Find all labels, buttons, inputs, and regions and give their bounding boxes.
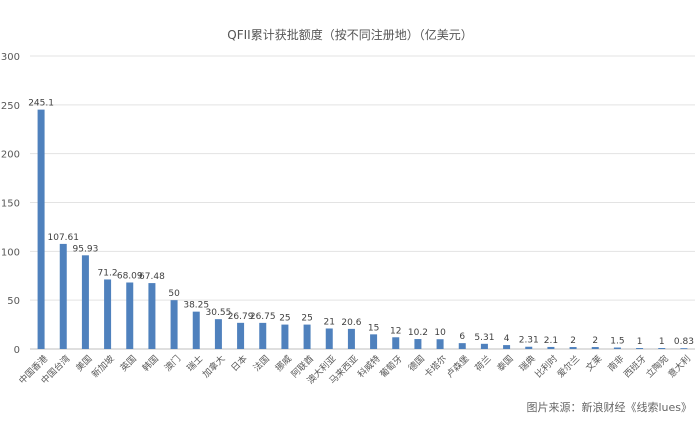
bar <box>547 346 555 349</box>
data-label: 107.61 <box>48 233 80 243</box>
bar <box>503 345 511 349</box>
bar <box>214 319 222 349</box>
category-label: 挪威 <box>273 353 294 374</box>
data-label: 26.75 <box>250 312 276 322</box>
category-label: 日本 <box>228 353 249 374</box>
data-label: 6 <box>459 332 465 342</box>
category-label: 比利时 <box>532 353 560 381</box>
y-tick-label: 200 <box>1 150 20 161</box>
bar <box>636 348 644 349</box>
category-label: 瑞士 <box>184 353 205 374</box>
bar <box>347 328 355 349</box>
bar <box>658 348 666 349</box>
data-label: 21 <box>324 317 335 327</box>
data-label: 50 <box>168 289 180 299</box>
data-label: 71.2 <box>98 268 118 278</box>
category-label: 德国 <box>406 353 427 374</box>
image-source-caption: 图片来源：新浪财经《线索lues》 <box>526 401 692 414</box>
data-label: 10 <box>434 328 446 338</box>
bar <box>281 324 289 349</box>
data-label: 2 <box>592 336 598 346</box>
data-label: 25 <box>301 314 312 324</box>
category-label: 卢森堡 <box>444 353 472 381</box>
bar <box>37 109 45 349</box>
data-label: 2 <box>570 336 576 346</box>
data-label: 20.6 <box>341 318 361 328</box>
category-label: 澳门 <box>162 353 183 374</box>
bar <box>126 282 134 349</box>
bar <box>436 339 444 349</box>
category-label: 美国 <box>73 353 94 374</box>
bar <box>259 322 267 349</box>
category-label: 法国 <box>251 353 272 374</box>
y-tick-label: 150 <box>1 199 20 210</box>
category-label: 加拿大 <box>200 353 228 381</box>
bar <box>480 343 488 349</box>
category-label: 泰国 <box>494 353 515 374</box>
bar <box>414 339 422 349</box>
category-label: 卡塔尔 <box>422 353 450 381</box>
category-label: 立陶宛 <box>643 353 671 381</box>
category-label: 英国 <box>118 353 139 374</box>
bar <box>458 343 466 349</box>
data-label: 95.93 <box>73 244 99 254</box>
y-tick-label: 0 <box>14 345 20 356</box>
bar <box>370 334 378 349</box>
data-label: 30.55 <box>206 308 232 318</box>
bar <box>81 255 89 349</box>
bar <box>59 243 67 349</box>
category-label: 韩国 <box>140 353 161 374</box>
bar <box>591 347 599 349</box>
data-label: 25 <box>279 314 290 324</box>
category-label: 瑞典 <box>517 353 538 374</box>
bar <box>104 279 112 349</box>
bar <box>613 347 621 349</box>
y-tick-label: 300 <box>1 52 20 63</box>
category-label: 荷兰 <box>472 353 493 374</box>
y-tick-label: 100 <box>1 247 20 258</box>
data-label: 26.79 <box>228 312 254 322</box>
data-label: 38.25 <box>183 301 209 311</box>
bar <box>303 324 311 349</box>
data-label: 15 <box>368 323 379 333</box>
bar <box>192 311 200 349</box>
y-tick-label: 50 <box>7 296 20 307</box>
data-label: 0.83 <box>674 337 694 347</box>
category-label: 意大利 <box>665 353 693 381</box>
data-label: 2.31 <box>519 336 539 346</box>
category-label: 新加坡 <box>89 353 117 381</box>
data-label: 1 <box>659 337 665 347</box>
data-label: 245.1 <box>28 99 54 109</box>
data-label: 10.2 <box>408 328 428 338</box>
data-label: 1.5 <box>610 337 624 347</box>
data-label: 5.31 <box>474 333 494 343</box>
bar <box>525 346 533 349</box>
data-label: 1 <box>637 337 643 347</box>
data-label: 12 <box>390 326 401 336</box>
category-label: 西班牙 <box>621 353 649 381</box>
category-label: 科威特 <box>355 353 383 381</box>
bar <box>325 328 333 349</box>
bar <box>392 337 400 349</box>
bar <box>170 300 178 349</box>
bar <box>569 347 577 349</box>
y-tick-label: 250 <box>1 101 20 112</box>
bar <box>237 322 245 349</box>
data-label: 2.1 <box>544 336 558 346</box>
category-label: 文莱 <box>583 353 604 374</box>
data-label: 68.09 <box>117 271 143 281</box>
category-label: 爱尔兰 <box>555 353 583 381</box>
bar <box>680 348 688 349</box>
category-label: 南非 <box>605 353 626 374</box>
bar <box>148 283 156 349</box>
data-label: 4 <box>504 334 510 344</box>
category-label: 葡萄牙 <box>377 353 405 381</box>
chart-title: QFII累计获批额度（按不同注册地）（亿美元） <box>227 28 473 42</box>
data-label: 67.48 <box>139 272 165 282</box>
